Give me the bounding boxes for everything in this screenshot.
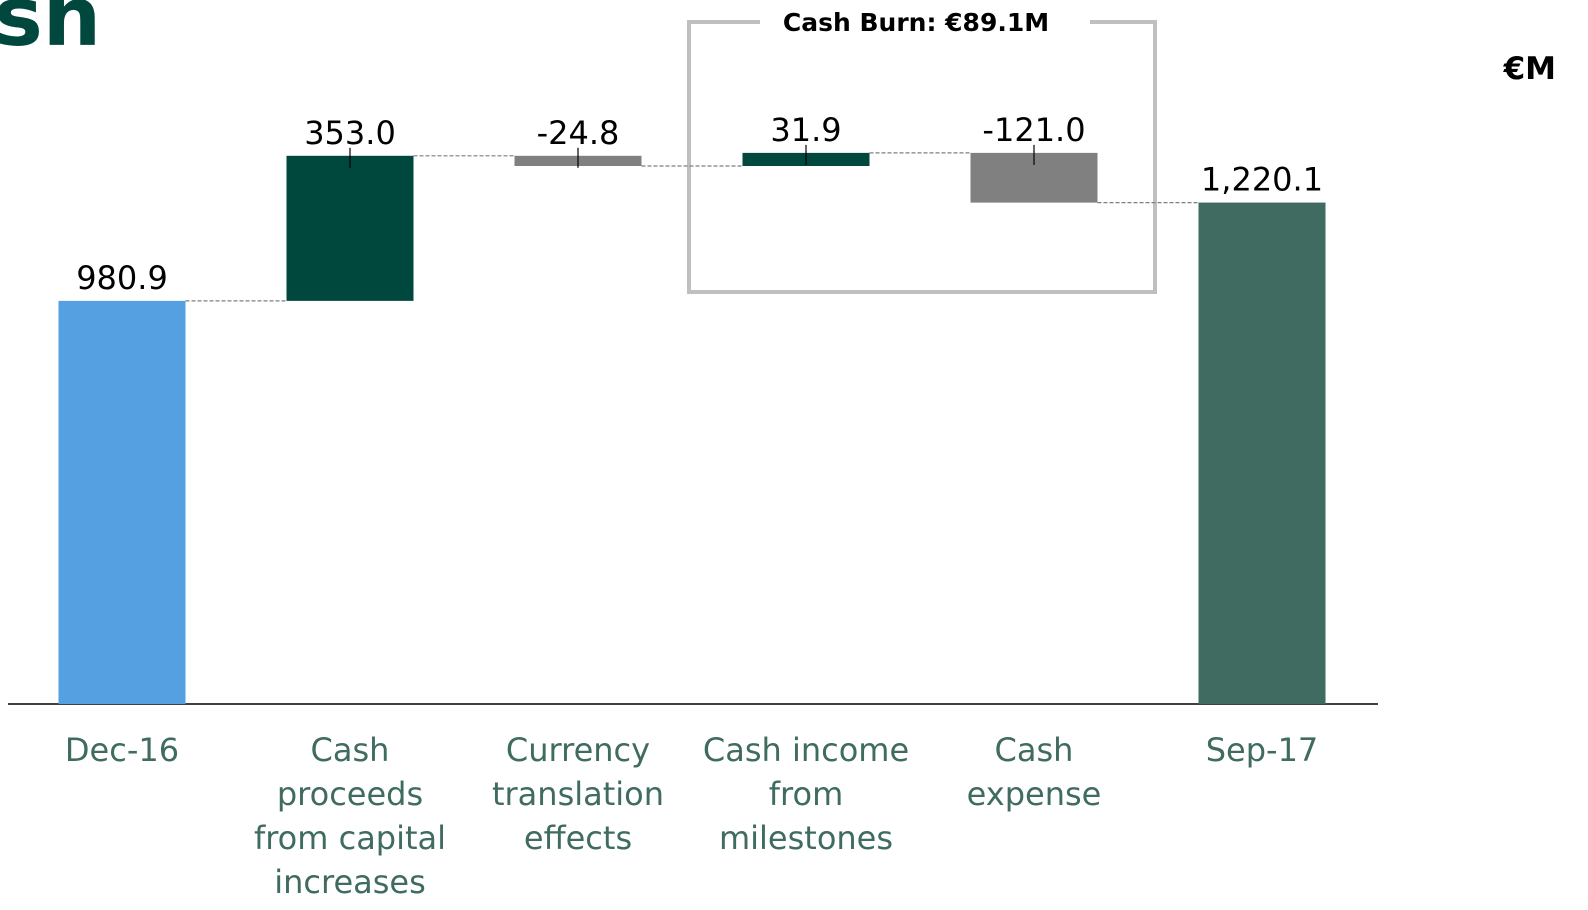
value-label: 1,220.1 (1201, 161, 1323, 199)
x-tick-label: Sep-17 (1205, 731, 1319, 769)
x-tick-label: Currency translation effects (491, 731, 665, 857)
annotation: Cash Burn: €89.1M (783, 8, 1049, 37)
x-tick-label: Dec-16 (64, 731, 180, 769)
value-label: -24.8 (537, 114, 620, 152)
x-tick-label: Cash proceeds from capital increases (253, 731, 447, 901)
value-label: 353.0 (304, 114, 396, 152)
unit-label: €M (1503, 51, 1556, 87)
value-label: 980.9 (76, 259, 168, 297)
value-label: -121.0 (982, 111, 1085, 149)
bar (58, 300, 186, 704)
bracket-gap (760, 4, 1090, 40)
value-label: 31.9 (770, 111, 841, 149)
chart-title: sh (0, 0, 101, 65)
x-tick-label: Cash expense (966, 731, 1102, 813)
x-tick-label: Cash income from milestones (702, 731, 910, 857)
bar (1198, 202, 1326, 705)
bar (286, 155, 414, 301)
